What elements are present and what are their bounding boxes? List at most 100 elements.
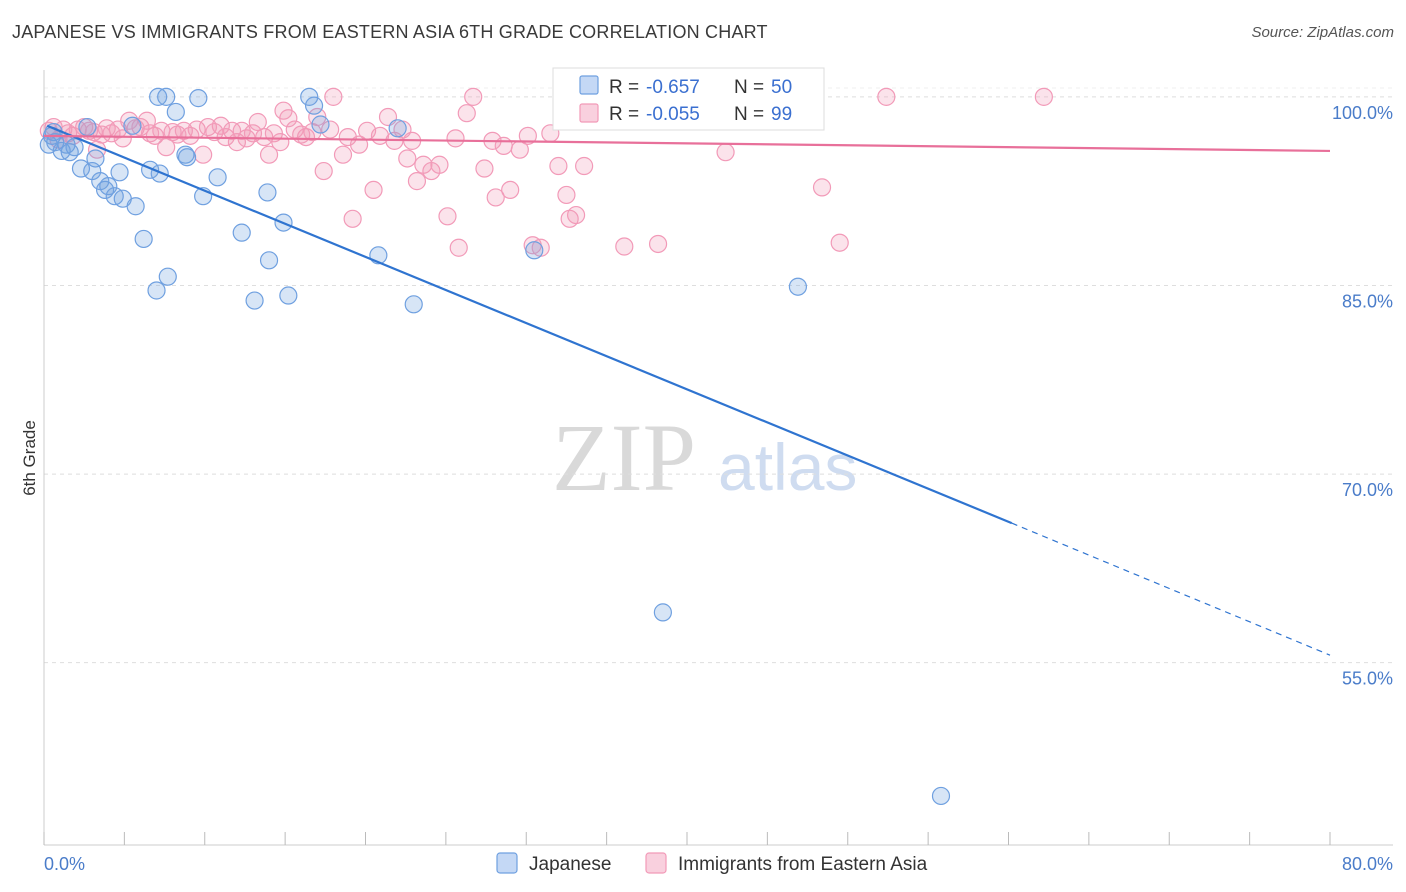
- legend-r-label-japanese: R =: [609, 77, 639, 98]
- eastern-asia-points: [39, 87, 1053, 257]
- bottom-legend-swatch-japanese: [496, 852, 518, 874]
- eastern-asia-point-34: [222, 121, 242, 140]
- eastern-asia-point-72: [449, 238, 468, 257]
- eastern-asia-point-56: [343, 209, 362, 228]
- eastern-asia-point-92: [648, 234, 668, 254]
- eastern-asia-point-95: [812, 178, 832, 197]
- eastern-asia-point-75: [475, 159, 494, 178]
- eastern-asia-point-85: [549, 156, 568, 176]
- grid-lines: [44, 87, 1393, 664]
- eastern-asia-point-54: [333, 145, 353, 164]
- japanese-point-10: [86, 149, 105, 168]
- japanese-point-43: [404, 295, 423, 314]
- eastern-asia-point-53: [324, 87, 343, 106]
- legend-n-value-eastern-asia: 99: [771, 104, 792, 125]
- japanese-point-47: [788, 277, 808, 296]
- japanese-trend-line: [46, 124, 1013, 525]
- eastern-asia-point-71: [446, 129, 465, 148]
- y-tick-label-100: 100.0%: [1332, 103, 1393, 123]
- bottom-legend: Japanese Immigrants from Eastern Asia: [496, 852, 928, 875]
- eastern-asia-point-78: [494, 136, 513, 155]
- legend-r-value-japanese: -0.657: [646, 77, 700, 98]
- japanese-point-39: [304, 96, 324, 115]
- eastern-asia-point-74: [464, 87, 483, 106]
- japanese-point-32: [232, 223, 251, 242]
- japanese-point-19: [134, 229, 153, 249]
- legend-n-value-japanese: 50: [771, 77, 792, 98]
- eastern-asia-point-43: [271, 133, 290, 152]
- eastern-asia-point-15: [113, 129, 132, 148]
- japanese-point-5: [60, 143, 79, 162]
- eastern-asia-point-96: [830, 233, 849, 252]
- eastern-asia-point-41: [259, 145, 279, 164]
- eastern-asia-point-23: [157, 138, 176, 157]
- eastern-asia-point-45: [279, 109, 298, 128]
- bottom-legend-label-japanese: Japanese: [529, 854, 611, 875]
- japanese-point-25: [158, 267, 177, 286]
- eastern-asia-point-88: [566, 205, 586, 225]
- bottom-legend-label-eastern-asia: Immigrants from Eastern Asia: [678, 854, 928, 875]
- eastern-asia-point-70: [438, 207, 457, 226]
- japanese-point-31: [208, 168, 227, 187]
- eastern-asia-point-32: [211, 116, 230, 135]
- japanese-point-34: [258, 183, 277, 202]
- legend-r-label-eastern-asia: R =: [609, 104, 639, 125]
- y-tick-label-70: 70.0%: [1342, 480, 1393, 500]
- japanese-point-13: [99, 177, 118, 196]
- eastern-asia-point-39: [248, 112, 267, 132]
- eastern-asia-point-73: [457, 104, 476, 123]
- eastern-asia-point-79: [501, 180, 520, 200]
- japanese-trend-extension: [1011, 522, 1331, 656]
- eastern-asia-point-64: [398, 149, 417, 168]
- japanese-point-48: [931, 786, 951, 806]
- japanese-point-26: [166, 102, 185, 122]
- japanese-point-44: [525, 241, 544, 260]
- x-tick-label-0: 0.0%: [44, 854, 85, 874]
- legend-swatch-eastern-asia: [579, 103, 599, 123]
- japanese-point-17: [123, 116, 142, 135]
- japanese-point-42: [388, 119, 407, 138]
- japanese-point-6: [65, 138, 84, 157]
- legend-r-value-eastern-asia: -0.055: [646, 104, 700, 125]
- y-tick-labels: 100.0% 85.0% 70.0% 55.0%: [1332, 103, 1393, 689]
- legend-swatch-japanese: [579, 75, 599, 95]
- y-tick-label-85: 85.0%: [1342, 291, 1393, 311]
- japanese-point-40: [311, 115, 330, 134]
- chart-title: JAPANESE VS IMMIGRANTS FROM EASTERN ASIA…: [12, 22, 768, 42]
- eastern-asia-point-66: [407, 172, 427, 191]
- japanese-points: [39, 87, 951, 806]
- x-axis-ticks: [43, 832, 1331, 845]
- eastern-asia-point-59: [364, 180, 383, 200]
- eastern-asia-point-97: [877, 87, 896, 106]
- eastern-asia-point-86: [557, 185, 576, 205]
- eastern-asia-point-93: [716, 143, 735, 162]
- watermark-zip: ZIP: [552, 404, 696, 511]
- source-label: Source: ZipAtlas.com: [1251, 24, 1394, 41]
- japanese-point-46: [653, 603, 672, 622]
- japanese-point-29: [189, 89, 208, 108]
- legend-n-label-japanese: N =: [734, 77, 764, 98]
- y-tick-label-55: 55.0%: [1342, 669, 1393, 689]
- eastern-asia-point-81: [518, 126, 537, 145]
- eastern-asia-trend-line: [43, 134, 1331, 153]
- eastern-asia-point-51: [314, 161, 333, 181]
- japanese-point-35: [259, 251, 279, 270]
- eastern-asia-point-69: [430, 155, 449, 174]
- eastern-asia-point-16: [120, 111, 139, 130]
- japanese-point-28: [177, 148, 197, 167]
- japanese-point-15: [110, 163, 129, 182]
- japanese-point-7: [71, 159, 91, 178]
- x-tick-label-80: 80.0%: [1342, 854, 1393, 874]
- eastern-asia-point-90: [615, 237, 634, 256]
- watermark-atlas: atlas: [718, 430, 857, 504]
- eastern-asia-point-77: [486, 188, 505, 207]
- eastern-asia-point-29: [194, 145, 213, 164]
- japanese-point-21: [147, 281, 166, 300]
- y-axis-label: 6th Grade: [20, 420, 39, 496]
- eastern-asia-point-52: [321, 120, 340, 139]
- japanese-point-37: [279, 286, 298, 305]
- top-legend: R = -0.657 N = 50 R = -0.055 N = 99: [552, 67, 825, 131]
- bottom-legend-swatch-eastern-asia: [645, 852, 667, 874]
- japanese-point-18: [126, 197, 145, 216]
